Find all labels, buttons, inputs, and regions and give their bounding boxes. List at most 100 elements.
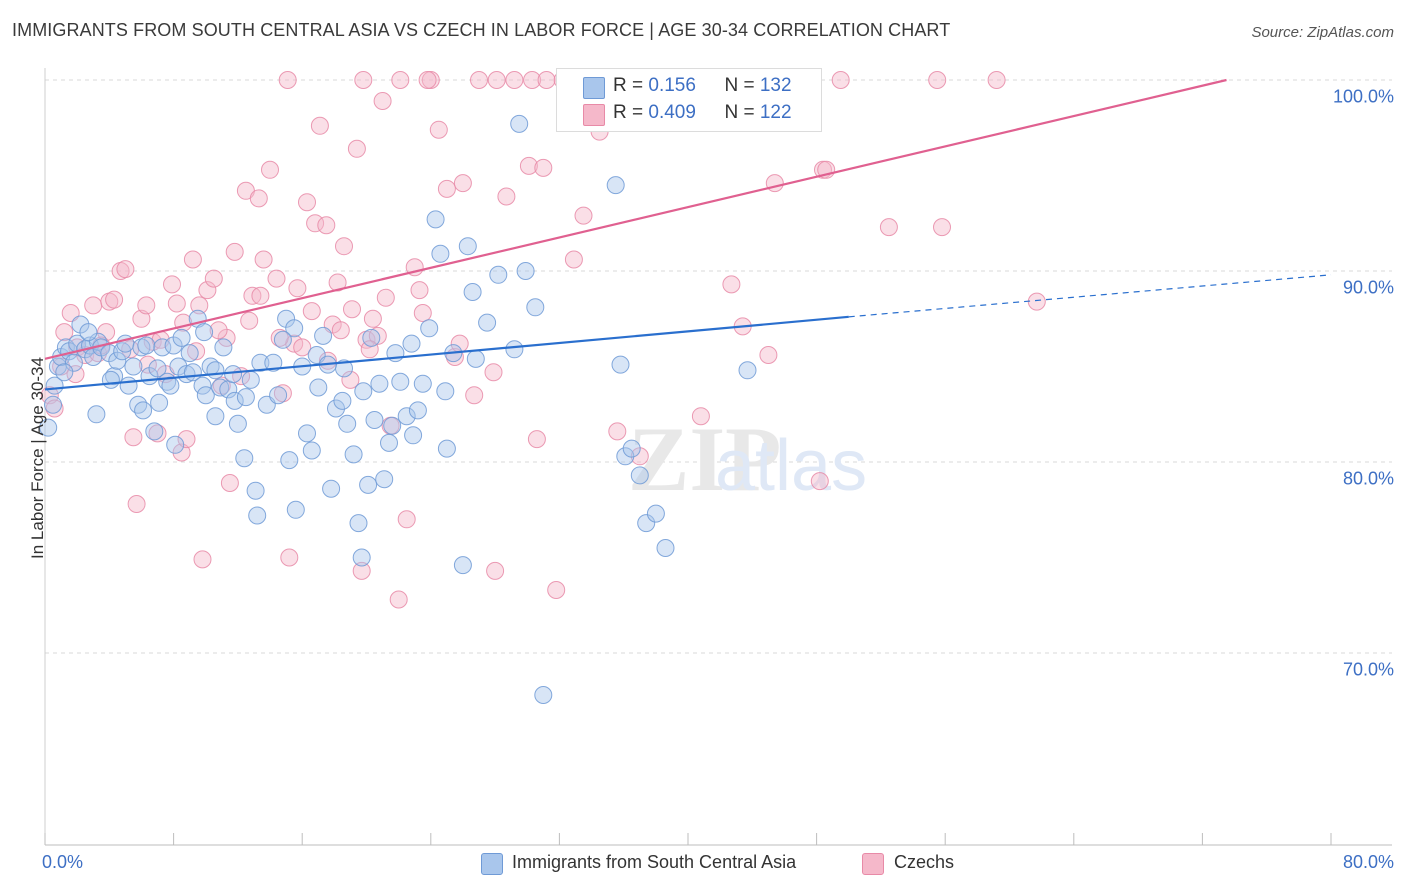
czechs-point (249, 189, 268, 208)
czechs-point (810, 472, 829, 491)
south-central-asia-point (119, 376, 138, 395)
czechs-point (55, 323, 74, 342)
czechs-point (376, 288, 395, 307)
south-central-asia-point (314, 326, 333, 345)
czechs-point (251, 286, 270, 305)
south-central-asia-point (534, 686, 553, 704)
south-central-asia-point (738, 361, 757, 380)
south-central-asia-point (516, 262, 535, 280)
czechs-point (487, 71, 506, 89)
south-central-asia-point (235, 449, 254, 468)
south-central-asia-point (134, 401, 153, 420)
south-central-asia-point (150, 393, 169, 412)
south-central-asia-point (196, 386, 215, 405)
south-central-asia-point (214, 338, 233, 357)
south-central-asia-point (489, 265, 508, 284)
czechs-point (418, 71, 437, 89)
czechs-point (138, 355, 157, 374)
legend-r-label: R = (613, 102, 649, 123)
czechs-point (148, 424, 167, 443)
south-central-asia-point (397, 407, 416, 426)
czechs-point (172, 443, 191, 462)
trend-line-blue (44, 315, 849, 391)
south-central-asia-point (402, 334, 421, 353)
czechs-point (190, 296, 209, 315)
legend-n-value-blue: 132 (759, 75, 792, 96)
czechs-point (298, 193, 316, 212)
south-central-asia-point (478, 313, 497, 332)
south-central-asia-point (404, 426, 423, 445)
south-central-asia-points (39, 71, 757, 704)
south-central-asia-point (148, 359, 167, 378)
czechs-point (137, 296, 156, 315)
south-central-asia-point (354, 382, 373, 401)
south-central-asia-point (391, 372, 410, 391)
x-tick-right: 80.0% (1342, 852, 1394, 872)
south-central-asia-point (437, 439, 456, 458)
czechs-point (397, 510, 416, 529)
czechs-point (40, 386, 59, 405)
czechs-point (534, 158, 553, 177)
south-central-asia-point (79, 323, 98, 342)
watermark: ZIP atlas (628, 408, 867, 510)
czechs-point (220, 474, 239, 492)
south-central-asia-point (145, 422, 164, 441)
south-central-asia-point (193, 376, 212, 395)
czechs-point (413, 304, 432, 322)
south-central-asia-point (344, 445, 363, 464)
south-central-asia-point (44, 395, 62, 414)
y-axis-label: In Labor Force | Age 30-34 (28, 357, 47, 559)
south-central-asia-point (327, 399, 345, 418)
czechs-point (124, 428, 143, 447)
czechs-point (240, 311, 259, 330)
south-central-asia-point (64, 353, 83, 372)
south-central-asia-point (273, 330, 292, 349)
czechs-point (127, 495, 146, 513)
czechs-point (267, 269, 286, 288)
south-central-asia-point (298, 424, 316, 443)
south-central-asia-point (309, 378, 328, 397)
czechs-point (209, 321, 228, 340)
south-central-asia-point (248, 506, 267, 525)
legend-swatch-pink (583, 104, 605, 126)
south-central-asia-point (380, 433, 398, 452)
south-central-asia-point (302, 441, 321, 460)
czechs-point (1027, 292, 1046, 311)
czechs-point (270, 328, 289, 347)
czechs-point (347, 139, 366, 158)
czechs-point (84, 296, 103, 315)
czechs-point (288, 279, 307, 298)
south-central-asia-point (436, 382, 455, 401)
czechs-point (470, 71, 488, 89)
legend-n-label: N = (724, 102, 760, 123)
czechs-point (465, 386, 484, 405)
czechs-point (497, 187, 516, 206)
south-central-asia-point (177, 365, 196, 384)
south-central-asia-point (370, 374, 389, 393)
czechs-point (879, 218, 898, 237)
south-central-asia-point (362, 328, 381, 347)
czechs-point (360, 340, 379, 359)
legend-n-label: N = (724, 75, 760, 96)
czechs-point (116, 260, 135, 279)
trend-line-pink (44, 78, 1227, 360)
czechs-point (225, 242, 244, 261)
czechs-point (519, 156, 538, 175)
czechs-point (391, 71, 410, 89)
czechs-point (352, 561, 371, 580)
axes (44, 68, 1392, 846)
czechs-point (278, 71, 297, 89)
czechs-point (163, 275, 181, 294)
czechs-point (547, 581, 566, 599)
czechs-point (293, 338, 312, 357)
czechs-point (437, 179, 456, 198)
czechs-point (564, 250, 583, 269)
south-central-asia-point (420, 319, 439, 338)
south-central-asia-point (228, 414, 247, 433)
south-central-asia-point (656, 539, 675, 557)
legend-r-value-blue: 0.156 (648, 75, 696, 96)
south-central-asia-point (349, 514, 368, 533)
south-central-asia-point (153, 338, 172, 357)
legend-swatch-blue (583, 77, 605, 99)
